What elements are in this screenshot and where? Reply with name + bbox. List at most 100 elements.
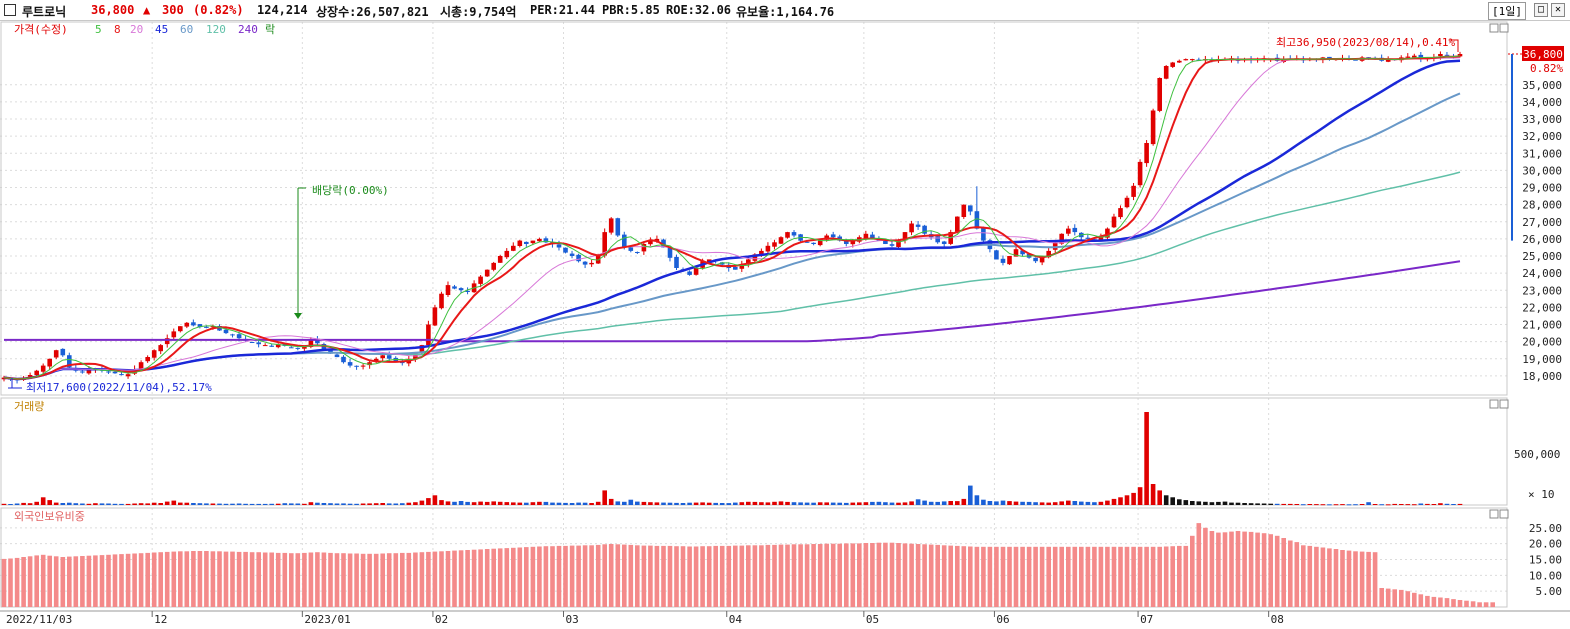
- volume-bar: [654, 502, 660, 505]
- candle-body: [981, 227, 986, 241]
- volume-bar: [1209, 502, 1215, 505]
- foreign-ratio-bar: [1353, 551, 1358, 607]
- foreign-ratio-bar: [1431, 596, 1437, 607]
- volume-bar: [713, 502, 718, 505]
- foreign-ratio-bar: [380, 553, 385, 607]
- foreign-ratio-bar: [817, 544, 823, 607]
- foreign-ratio-bar: [680, 546, 686, 607]
- volume-bar: [360, 503, 366, 505]
- volume-bar: [759, 502, 764, 505]
- volume-bar: [471, 502, 477, 505]
- candle-body: [262, 345, 268, 347]
- candle-body: [615, 218, 621, 236]
- restore-button[interactable]: □: [1534, 3, 1548, 17]
- foreign-ratio-bar: [1385, 588, 1391, 607]
- candle-body: [804, 241, 810, 243]
- foreign-ratio-bar: [1079, 546, 1084, 607]
- volume-bar: [217, 503, 222, 505]
- volume-bar: [204, 503, 209, 505]
- volume-bar: [530, 502, 536, 505]
- foreign-ratio-bar: [824, 543, 829, 607]
- volume-bar: [1248, 503, 1254, 505]
- volume-bar: [680, 503, 686, 505]
- foreign-ratio-bar: [1366, 551, 1371, 607]
- pane-frame: [0, 21, 1508, 396]
- foreign-ratio-bar: [484, 549, 490, 607]
- foreign-ratio-bar: [151, 552, 157, 607]
- foreign-ratio-bar: [615, 544, 621, 607]
- foreign-ratio-bar: [876, 542, 882, 607]
- foreign-ratio-bar: [347, 553, 353, 607]
- candle-body: [151, 350, 157, 358]
- foreign-ratio-bar: [204, 551, 209, 607]
- volume-bar: [987, 501, 993, 505]
- volume-bar: [961, 498, 967, 505]
- foreign-ratio-bar: [778, 544, 784, 607]
- foreign-ratio-bar: [1314, 546, 1319, 607]
- foreign-ratio-bar: [837, 543, 842, 607]
- volume-bar: [406, 502, 412, 505]
- foreign-ratio-bar: [687, 546, 692, 607]
- volume-bar: [275, 503, 281, 505]
- listed-shares: 상장수:26,507,821: [316, 5, 429, 19]
- price-tick-label: 30,000: [1522, 164, 1562, 177]
- volume-bar: [426, 498, 431, 505]
- volume-bar: [445, 501, 451, 505]
- foreign-ratio-bar: [941, 545, 947, 608]
- candle-body: [452, 286, 457, 289]
- foreign-ratio-bar: [883, 542, 888, 607]
- foreign-ratio-bar: [537, 546, 542, 607]
- candle-body: [589, 262, 594, 265]
- candle-body: [772, 242, 777, 247]
- volume-bar: [524, 502, 529, 505]
- foreign-ratio-bar: [563, 545, 568, 607]
- volume-bar: [132, 503, 137, 505]
- volume-bar: [99, 503, 105, 505]
- candle-body: [491, 262, 496, 270]
- foreign-ratio-bar: [1438, 597, 1443, 607]
- volume-bar: [1033, 502, 1038, 505]
- candle-body: [850, 240, 856, 245]
- foreign-ratio-bar: [811, 544, 816, 607]
- volume-bar: [1366, 502, 1371, 505]
- volume-bar: [667, 502, 673, 505]
- volume-bar: [328, 503, 333, 505]
- foreign-ratio-bar: [915, 544, 921, 607]
- foreign-ratio-bar: [955, 545, 960, 607]
- candle-body: [1033, 257, 1038, 262]
- close-button[interactable]: ✕: [1551, 3, 1565, 17]
- volume-bar: [752, 501, 758, 505]
- foreign-ratio-bar: [47, 555, 52, 607]
- foreign-ratio-bar: [1092, 546, 1097, 607]
- foreign-ratio-bar: [1274, 535, 1280, 608]
- volume-bar: [14, 503, 20, 505]
- per-value: PER:21.44: [530, 3, 596, 17]
- candle-body: [1137, 161, 1143, 186]
- foreign-pane: [1, 523, 1495, 608]
- foreign-ratio-bar: [1451, 599, 1456, 607]
- volume-bar: [1379, 504, 1384, 506]
- candle-body: [608, 218, 614, 233]
- foreign-ratio-bar: [262, 552, 268, 607]
- candle-body: [1020, 250, 1025, 255]
- foreign-ratio-bar: [60, 557, 66, 607]
- candle-body: [778, 237, 784, 244]
- foreign-ratio-bar: [432, 551, 438, 607]
- select-checkbox[interactable]: [4, 4, 16, 16]
- candle-body: [511, 245, 516, 251]
- chart-canvas[interactable]: 36,800 18,000 19,000 20,000 21,000 22,000 23,…: [0, 20, 1570, 629]
- volume-bar: [158, 503, 163, 505]
- volume-bar: [1111, 498, 1117, 505]
- price-tick-label: 21,000: [1522, 319, 1562, 332]
- volume-bar: [896, 502, 901, 505]
- volume-bar: [191, 503, 196, 505]
- period-selector[interactable]: [1일]: [1488, 2, 1526, 20]
- legend-ma5: 5: [95, 23, 102, 36]
- candle-body: [321, 344, 327, 351]
- candle-body: [622, 234, 627, 248]
- candle-body: [34, 370, 39, 375]
- price-tick-label: 26,000: [1522, 233, 1562, 246]
- candle-body: [569, 253, 575, 256]
- candle-body: [863, 233, 869, 238]
